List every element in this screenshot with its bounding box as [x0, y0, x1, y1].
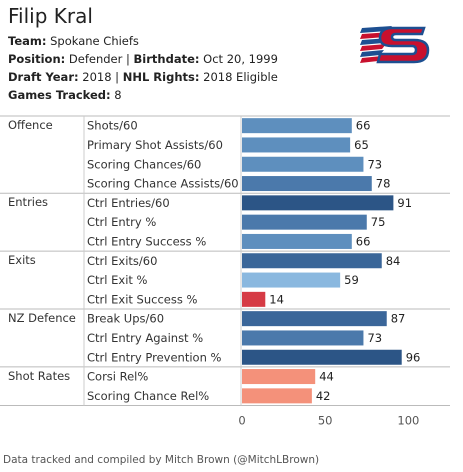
- metric-value-label: 96: [406, 350, 421, 364]
- position-line: Position: Defender | Birthdate: Oct 20, …: [8, 52, 278, 66]
- draft-label: Draft Year:: [8, 70, 79, 84]
- metric-value-label: 65: [354, 138, 369, 152]
- metric-label: Ctrl Entries/60: [87, 196, 170, 210]
- player-name: Filip Kral: [8, 4, 93, 28]
- footer-credit: Data tracked and compiled by Mitch Brown…: [3, 454, 320, 466]
- metric-label: Ctrl Entry Against %: [87, 331, 203, 345]
- metric-bar: [242, 118, 352, 134]
- draft-line: Draft Year: 2018 | NHL Rights: 2018 Elig…: [8, 70, 278, 84]
- team-line: Team: Spokane Chiefs: [8, 34, 139, 48]
- games-label: Games Tracked:: [8, 88, 111, 102]
- metric-value-label: 84: [386, 254, 401, 268]
- rights-label: NHL Rights:: [122, 70, 200, 84]
- x-tick-label: 0: [238, 414, 245, 428]
- position-value: Defender: [68, 52, 123, 66]
- metric-value-label: 73: [367, 157, 382, 171]
- x-tick-label: 50: [318, 414, 333, 428]
- metric-label: Ctrl Entry Success %: [87, 234, 206, 248]
- metric-label: Ctrl Exit %: [87, 273, 148, 287]
- group-label: NZ Defence: [8, 311, 76, 325]
- metric-bar: [242, 311, 387, 327]
- games-value: 8: [114, 88, 122, 102]
- team-label: Team:: [8, 34, 47, 48]
- group-label: Exits: [8, 253, 36, 267]
- metric-bar: [242, 349, 402, 365]
- metric-bar: [242, 272, 341, 288]
- metric-bar: [242, 291, 266, 307]
- metric-value-label: 42: [316, 389, 331, 403]
- metric-label: Ctrl Exit Success %: [87, 292, 197, 306]
- metric-value-label: 78: [376, 177, 391, 191]
- metric-label: Scoring Chance Assists/60: [87, 177, 239, 191]
- spokane-chiefs-logo-icon: [360, 26, 430, 64]
- metric-value-label: 59: [344, 273, 359, 287]
- metric-value-label: 73: [367, 331, 382, 345]
- metric-bar: [242, 388, 312, 404]
- metric-bar: [242, 137, 351, 153]
- metric-bar: [242, 330, 364, 346]
- metric-bar: [242, 156, 364, 172]
- birthdate-label: Birthdate:: [133, 52, 200, 66]
- metric-label: Ctrl Exits/60: [87, 254, 157, 268]
- position-label: Position:: [8, 52, 66, 66]
- team-value: Spokane Chiefs: [50, 34, 139, 48]
- metric-value-label: 87: [391, 312, 406, 326]
- x-tick-label: 100: [397, 414, 419, 428]
- metric-value-label: 91: [397, 196, 412, 210]
- metric-label: Scoring Chances/60: [87, 157, 201, 171]
- group-label: Offence: [8, 118, 53, 132]
- rights-value: 2018 Eligible: [203, 70, 278, 84]
- draft-value: 2018: [82, 70, 112, 84]
- x-axis: 0 50 100: [238, 414, 419, 428]
- logo-letter-s: [376, 26, 430, 64]
- metric-bar: [242, 195, 394, 211]
- metric-value-label: 66: [356, 234, 371, 248]
- birthdate-value: Oct 20, 1999: [203, 52, 278, 66]
- metric-bar: [242, 176, 372, 192]
- metric-bar: [242, 369, 316, 385]
- metric-bar: [242, 233, 352, 249]
- games-line: Games Tracked: 8: [8, 88, 122, 102]
- metric-label: Corsi Rel%: [87, 370, 148, 384]
- chart-rows: Offence Shots/60 66 Primary Shot Assists/60…: [0, 115, 450, 406]
- metric-value-label: 14: [269, 292, 284, 306]
- metric-label: Ctrl Entry Prevention %: [87, 350, 222, 364]
- metric-label: Break Ups/60: [87, 312, 164, 326]
- metric-value-label: 44: [319, 370, 334, 384]
- metric-value-label: 66: [356, 119, 371, 133]
- metric-bar: [242, 214, 367, 230]
- group-label: Shot Rates: [8, 369, 70, 383]
- metric-bar: [242, 253, 382, 269]
- metric-label: Shots/60: [87, 119, 138, 133]
- metric-label: Primary Shot Assists/60: [87, 138, 223, 152]
- metric-value-label: 75: [371, 215, 386, 229]
- metric-label: Scoring Chance Rel%: [87, 389, 209, 403]
- metric-label: Ctrl Entry %: [87, 215, 156, 229]
- group-label: Entries: [8, 195, 48, 209]
